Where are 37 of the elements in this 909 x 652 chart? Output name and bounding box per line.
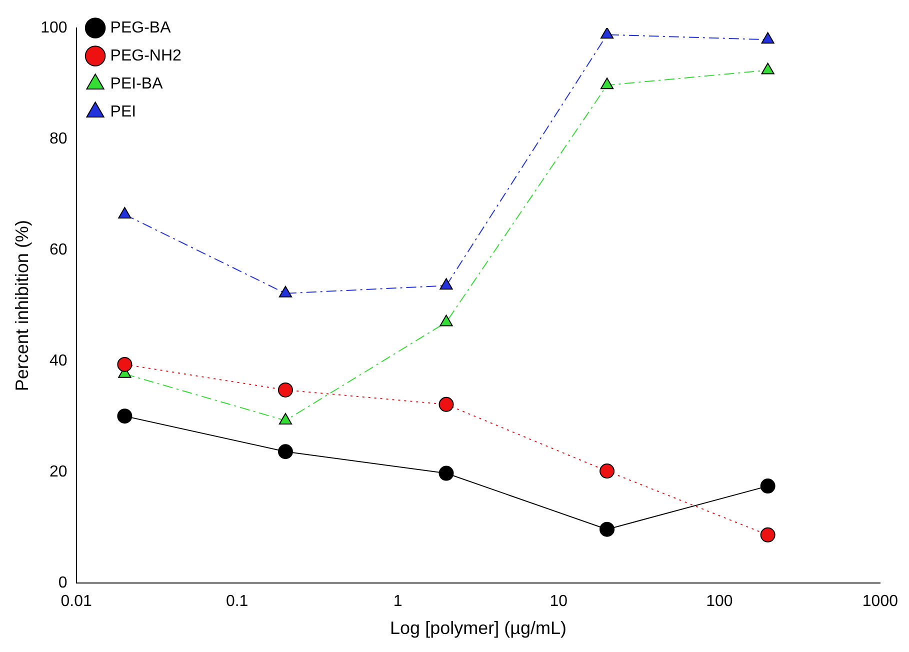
x-tick-label: 100 [706,593,733,610]
point [278,286,292,298]
point [760,478,776,494]
legend-label: PEG-BA [110,19,172,36]
point [440,278,453,290]
point [438,396,454,412]
x-axis-title: Log [polymer] (µg/mL) [390,618,566,638]
x-tick-label: 10 [550,593,568,610]
point [761,32,774,44]
y-tick-label: 100 [40,19,68,36]
point [600,522,615,537]
point [440,314,453,326]
point [761,62,774,74]
legend-label: PEG-NH2 [110,47,182,64]
point [278,382,293,398]
x-tick-label: 1 [393,593,402,610]
point [278,444,293,460]
y-axis-title: Percent inhibition (%) [12,220,32,392]
point [600,78,614,90]
point [438,466,454,481]
x-tick-label: 1000 [862,593,898,610]
legend-label: PEI-BA [110,75,164,92]
point [278,413,292,425]
point [117,356,132,372]
point [600,464,615,479]
y-tick-label: 40 [50,352,68,370]
point [600,28,614,39]
legend-label: PEI [110,103,136,120]
point [760,527,776,542]
point [118,207,132,219]
y-tick-label: 60 [50,241,68,258]
y-tick-label: 20 [50,464,68,481]
y-tick-label: 80 [50,130,68,148]
point [117,408,132,424]
x-tick-label: 0.01 [60,593,92,610]
x-tick-label: 0.1 [226,593,248,610]
y-tick-label: 0 [58,574,68,592]
